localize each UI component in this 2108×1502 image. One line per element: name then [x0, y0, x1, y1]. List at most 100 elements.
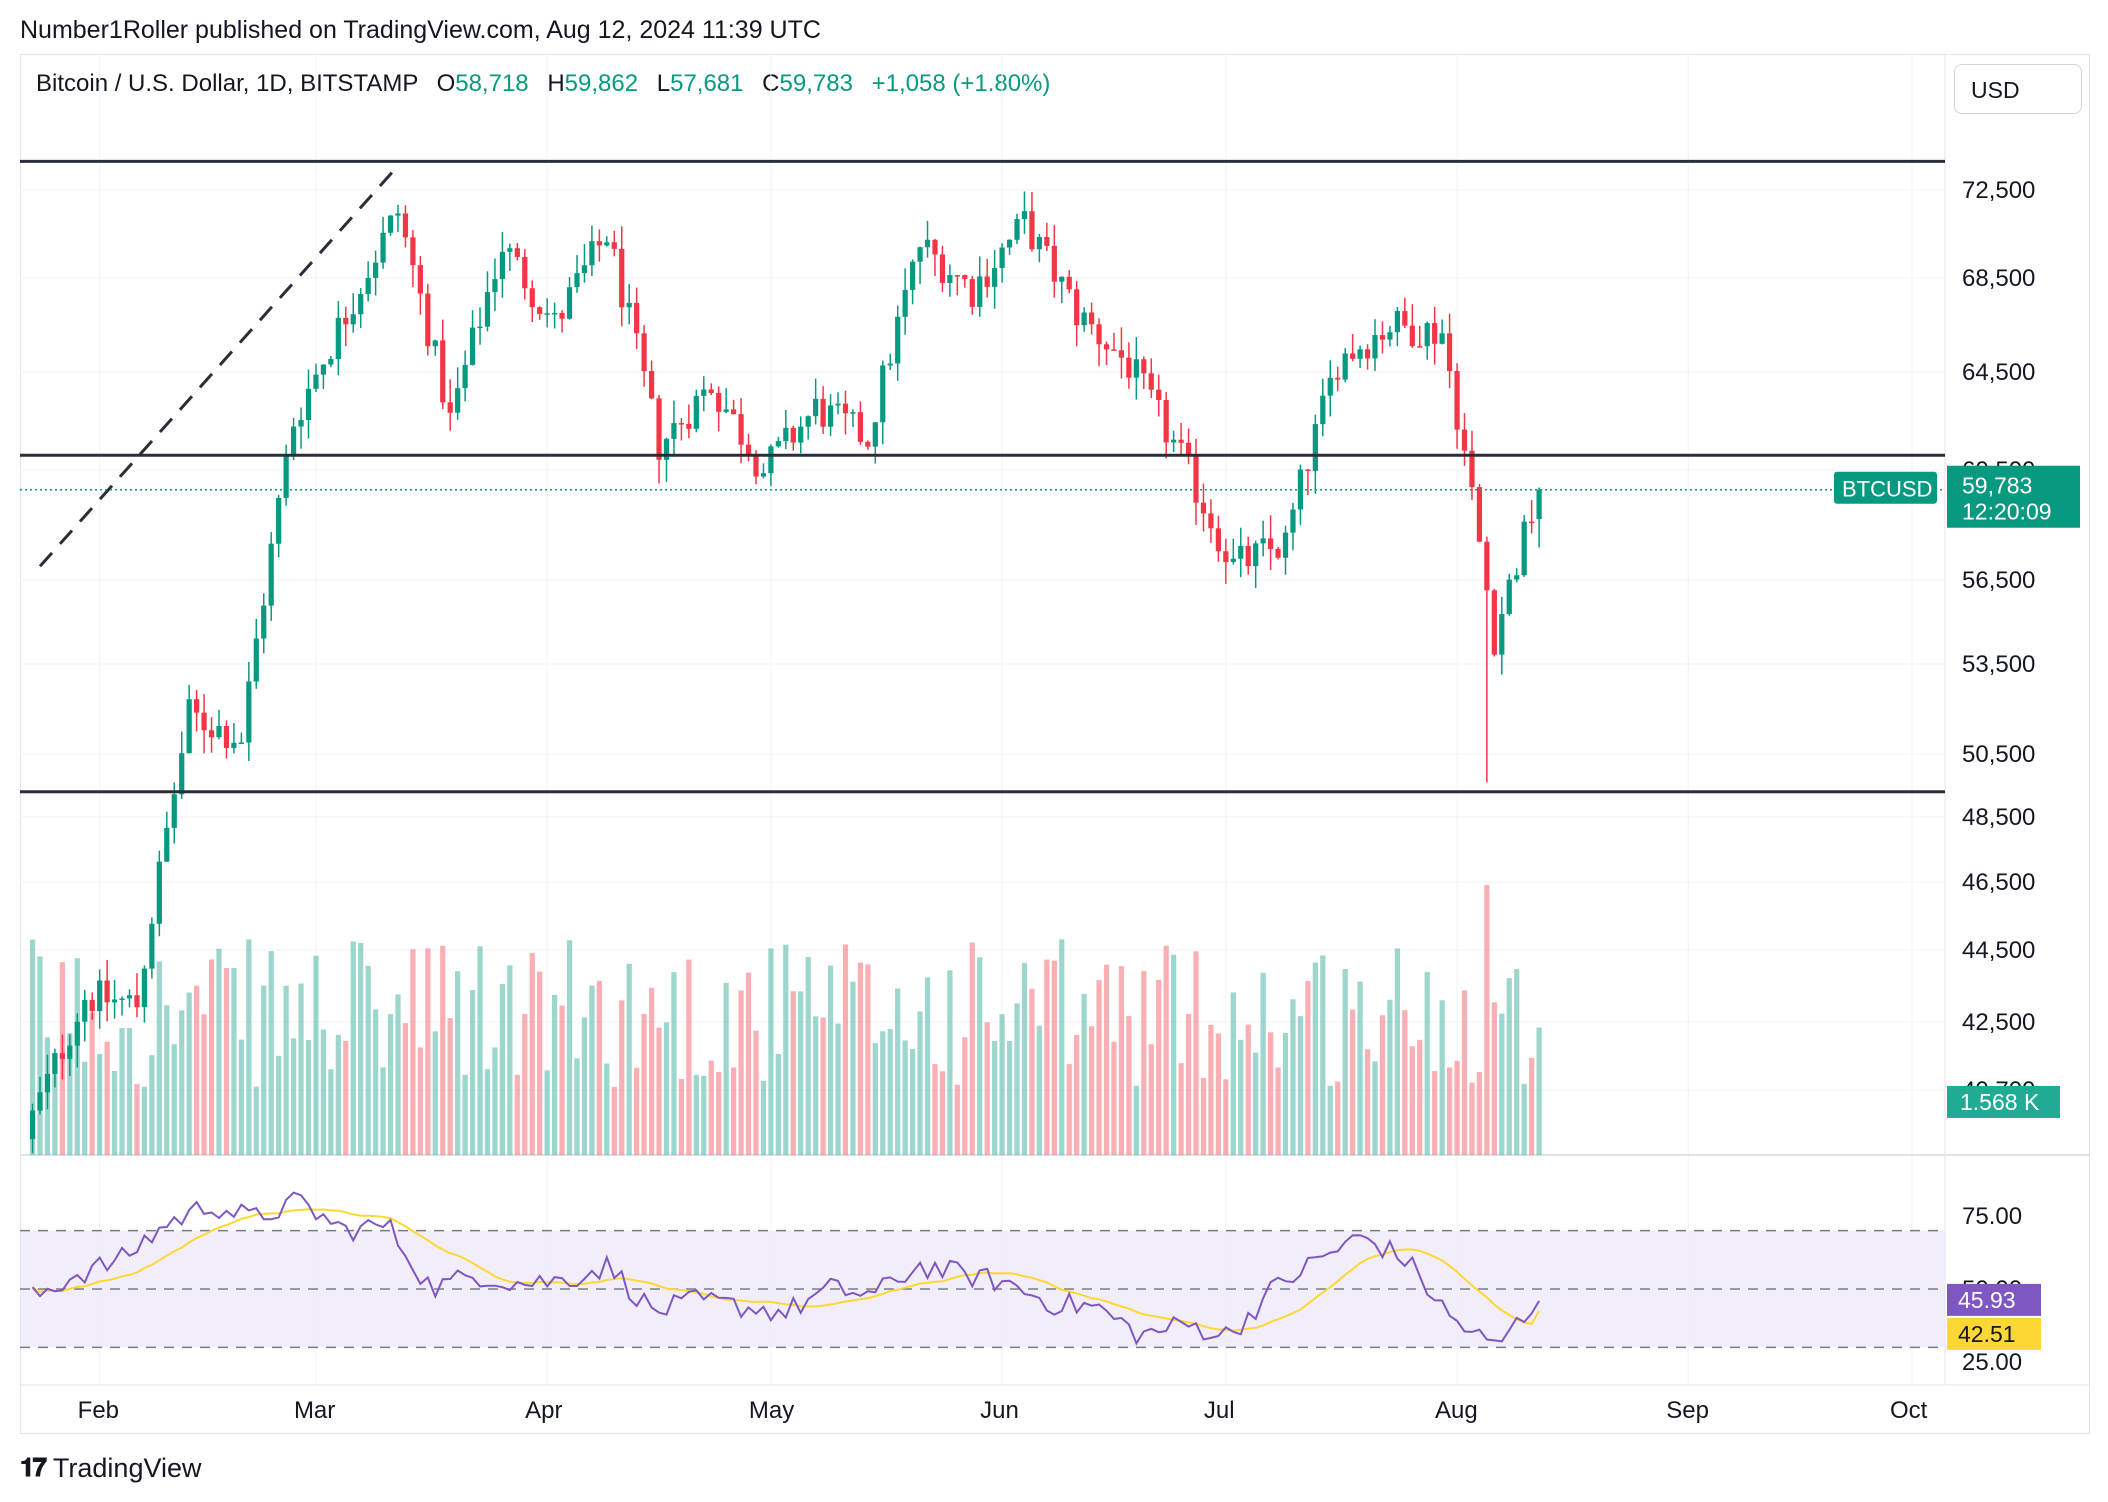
volume-bar: [1491, 1002, 1497, 1155]
footer-brand[interactable]: TradingView: [52, 1452, 202, 1483]
volume-bar: [663, 1022, 670, 1155]
candle-body: [328, 359, 334, 365]
volume-bar: [589, 985, 595, 1155]
candle-body: [589, 241, 595, 266]
candle-body: [775, 441, 781, 447]
candle-body: [693, 395, 699, 429]
candle-body: [1066, 276, 1072, 290]
volume-bar: [1178, 1063, 1184, 1155]
volume-bar: [253, 1086, 259, 1155]
candle-body: [1029, 211, 1035, 250]
candle-body: [1208, 513, 1214, 529]
volume-bar: [641, 1013, 647, 1155]
volume-bar: [827, 965, 834, 1155]
candle-body: [1327, 377, 1333, 396]
price-tick-label: 42,500: [1962, 1009, 2035, 1036]
candle-body: [1081, 312, 1087, 326]
candle-body: [1454, 371, 1460, 430]
candle-body: [783, 427, 789, 442]
volume-bar: [1387, 999, 1393, 1155]
rsi-tick-label: 25.00: [1962, 1349, 2022, 1376]
volume-bar: [365, 965, 371, 1155]
candle-body: [134, 995, 140, 1008]
volume-bar: [141, 1086, 148, 1155]
candle-body: [1432, 323, 1438, 344]
time-tick-label: Feb: [78, 1397, 119, 1424]
price-tick-label: 48,500: [1962, 804, 2035, 831]
candle-body: [738, 414, 744, 445]
publisher-line: Number1Roller published on TradingView.c…: [20, 16, 821, 44]
candle-body: [1514, 575, 1520, 580]
candle-body: [268, 543, 274, 606]
candle-body: [1379, 335, 1386, 340]
volume-bar: [805, 956, 811, 1155]
volume-bar: [402, 1023, 409, 1155]
volume-bar: [1081, 994, 1087, 1155]
volume-bar: [29, 939, 36, 1155]
volume-bar: [872, 1043, 878, 1155]
volume-bar: [820, 1017, 826, 1155]
candle-body: [611, 242, 617, 249]
candle-body: [59, 1053, 65, 1059]
candle-body: [537, 307, 543, 314]
volume-bar: [1215, 1033, 1222, 1155]
volume-bars: [29, 885, 1542, 1155]
candle-body: [1290, 509, 1296, 533]
volume-bar: [716, 1071, 722, 1155]
candle-body: [89, 999, 95, 1012]
time-tick-label: Oct: [1890, 1397, 1928, 1424]
volume-bar: [238, 1039, 244, 1155]
candle-body: [179, 753, 185, 795]
volume-bar: [947, 970, 953, 1155]
candle-body: [402, 213, 409, 238]
volume-bar: [1036, 1025, 1043, 1155]
volume-bar: [410, 949, 416, 1155]
volume-bar: [693, 1074, 699, 1155]
candle-body: [410, 237, 416, 266]
volume-bar: [1260, 972, 1266, 1155]
currency-button[interactable]: USD: [1954, 64, 2082, 114]
volume-bar: [499, 983, 506, 1155]
volume-bar: [790, 991, 796, 1155]
candle-body: [208, 730, 215, 738]
candle-body: [1245, 545, 1251, 567]
candle-body: [992, 268, 998, 287]
price-tick-label: 68,500: [1962, 265, 2035, 292]
candle-body: [708, 389, 714, 393]
open-value: 58,718: [455, 70, 529, 97]
candle-body: [126, 995, 133, 999]
candle-body: [977, 276, 983, 307]
volume-bar: [1096, 980, 1102, 1155]
candle-body: [380, 232, 386, 263]
volume-bar: [723, 982, 729, 1155]
volume-bar: [537, 971, 543, 1155]
volume-bar: [179, 1010, 185, 1155]
volume-bar: [126, 1028, 133, 1155]
candle-body: [634, 302, 640, 334]
tradingview-logo-icon[interactable]: 𝟏𝟕: [20, 1452, 47, 1482]
volume-bar: [1133, 1085, 1139, 1155]
volume-bar: [1379, 1015, 1386, 1155]
volume-bar: [678, 1079, 685, 1155]
volume-bar: [261, 985, 267, 1155]
candle-body: [648, 371, 655, 399]
volume-bar: [768, 948, 774, 1155]
candle-body: [544, 313, 550, 315]
volume-bar: [753, 1030, 759, 1155]
candle-body: [716, 392, 722, 412]
volume-bar: [708, 1060, 714, 1155]
volume-bar: [380, 1067, 386, 1155]
candle-body: [932, 239, 938, 255]
candle-body: [902, 289, 908, 317]
volume-bar: [522, 1014, 528, 1155]
volume-bar: [1126, 1016, 1132, 1155]
volume-bar: [1320, 955, 1326, 1155]
volume-bar: [939, 1071, 946, 1155]
candle-body: [559, 312, 565, 319]
candle-body: [678, 423, 685, 425]
time-tick-label: Jul: [1204, 1397, 1235, 1424]
volume-bar: [417, 1047, 423, 1155]
volume-bar: [671, 972, 677, 1155]
